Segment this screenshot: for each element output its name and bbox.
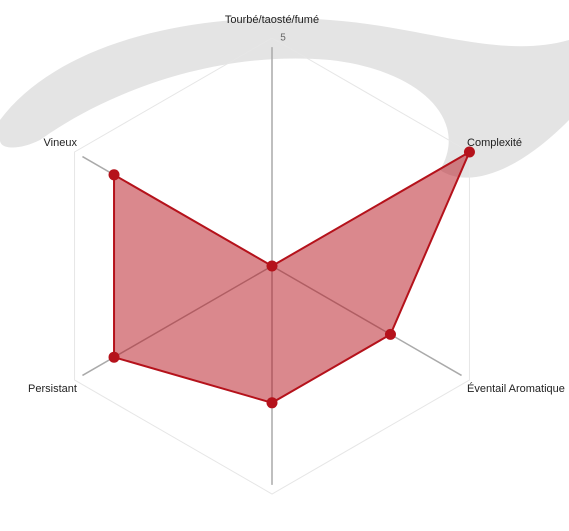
category-label: Vineux (44, 137, 78, 149)
category-label: Tourbé/taosté/fumé (225, 14, 319, 26)
chart: 5 Tourbé/taosté/fumé Complexité Éventail Ar… (0, 0, 569, 526)
category-label: Persistant (28, 383, 77, 395)
data-point (385, 329, 396, 340)
radar-area (114, 152, 469, 403)
data-point (267, 397, 278, 408)
data-point (109, 352, 120, 363)
data-point (267, 261, 278, 272)
category-label: Éventail Aromatique (467, 382, 565, 395)
category-label: Complexité (467, 137, 522, 149)
r-tick-label: 5 (280, 33, 286, 44)
data-point (109, 169, 120, 180)
data-point (464, 147, 475, 158)
